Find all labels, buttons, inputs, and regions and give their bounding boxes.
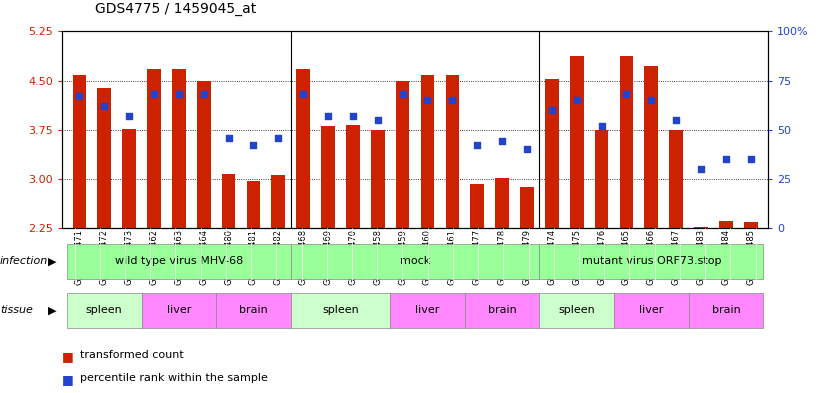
- Bar: [221, 174, 235, 228]
- Text: ■: ■: [62, 350, 74, 363]
- Bar: [321, 127, 335, 228]
- Text: transformed count: transformed count: [80, 350, 184, 360]
- Text: ■: ■: [62, 373, 74, 386]
- Text: liver: liver: [639, 305, 663, 316]
- Text: spleen: spleen: [558, 305, 595, 316]
- Bar: [620, 56, 634, 228]
- Point: [719, 156, 733, 162]
- Bar: [141, 293, 216, 328]
- Point: [595, 123, 608, 129]
- Bar: [172, 69, 186, 228]
- Bar: [570, 56, 583, 228]
- Bar: [346, 125, 360, 228]
- Text: wild type virus MHV-68: wild type virus MHV-68: [115, 256, 243, 266]
- Bar: [73, 75, 86, 228]
- Bar: [520, 187, 534, 228]
- Bar: [694, 227, 708, 228]
- Bar: [644, 66, 658, 228]
- Text: percentile rank within the sample: percentile rank within the sample: [80, 373, 268, 383]
- Bar: [390, 293, 465, 328]
- Point: [695, 166, 708, 172]
- Point: [645, 97, 658, 103]
- Bar: [744, 222, 757, 228]
- Point: [222, 134, 235, 141]
- Bar: [291, 293, 390, 328]
- Point: [545, 107, 558, 113]
- Point: [620, 91, 633, 97]
- Text: brain: brain: [239, 305, 268, 316]
- Point: [172, 91, 185, 97]
- Bar: [445, 75, 459, 228]
- Bar: [291, 244, 539, 279]
- Bar: [216, 293, 291, 328]
- Text: liver: liver: [415, 305, 439, 316]
- Text: brain: brain: [487, 305, 516, 316]
- Bar: [97, 88, 111, 228]
- Point: [520, 146, 534, 152]
- Bar: [297, 69, 310, 228]
- Bar: [67, 293, 141, 328]
- Point: [670, 117, 683, 123]
- Point: [321, 113, 335, 119]
- Point: [346, 113, 359, 119]
- Text: tissue: tissue: [0, 305, 33, 316]
- Bar: [719, 221, 733, 228]
- Bar: [122, 129, 136, 228]
- Bar: [539, 293, 614, 328]
- Bar: [470, 184, 484, 228]
- Bar: [614, 293, 689, 328]
- Bar: [67, 244, 291, 279]
- Bar: [371, 130, 385, 228]
- Point: [744, 156, 757, 162]
- Bar: [272, 175, 285, 228]
- Bar: [396, 81, 410, 228]
- Bar: [465, 293, 539, 328]
- Bar: [420, 75, 434, 228]
- Point: [421, 97, 434, 103]
- Point: [471, 142, 484, 149]
- Text: GDS4775 / 1459045_at: GDS4775 / 1459045_at: [95, 2, 256, 16]
- Point: [197, 91, 211, 97]
- Point: [73, 93, 86, 99]
- Bar: [669, 130, 683, 228]
- Bar: [197, 81, 211, 228]
- Bar: [545, 79, 558, 228]
- Text: ▶: ▶: [48, 256, 56, 266]
- Bar: [147, 69, 161, 228]
- Text: brain: brain: [711, 305, 740, 316]
- Point: [396, 91, 409, 97]
- Point: [97, 103, 111, 109]
- Text: ▶: ▶: [48, 305, 56, 316]
- Text: liver: liver: [167, 305, 191, 316]
- Point: [496, 138, 509, 145]
- Point: [446, 97, 459, 103]
- Text: mutant virus ORF73.stop: mutant virus ORF73.stop: [582, 256, 721, 266]
- Bar: [595, 130, 609, 228]
- Text: spleen: spleen: [322, 305, 358, 316]
- Point: [297, 91, 310, 97]
- Point: [371, 117, 384, 123]
- Bar: [496, 178, 509, 228]
- Text: infection: infection: [0, 256, 48, 266]
- Point: [147, 91, 160, 97]
- Point: [272, 134, 285, 141]
- Point: [570, 97, 583, 103]
- Bar: [689, 293, 763, 328]
- Text: mock: mock: [400, 256, 430, 266]
- Bar: [247, 182, 260, 228]
- Text: spleen: spleen: [86, 305, 122, 316]
- Bar: [539, 244, 763, 279]
- Point: [247, 142, 260, 149]
- Point: [122, 113, 135, 119]
